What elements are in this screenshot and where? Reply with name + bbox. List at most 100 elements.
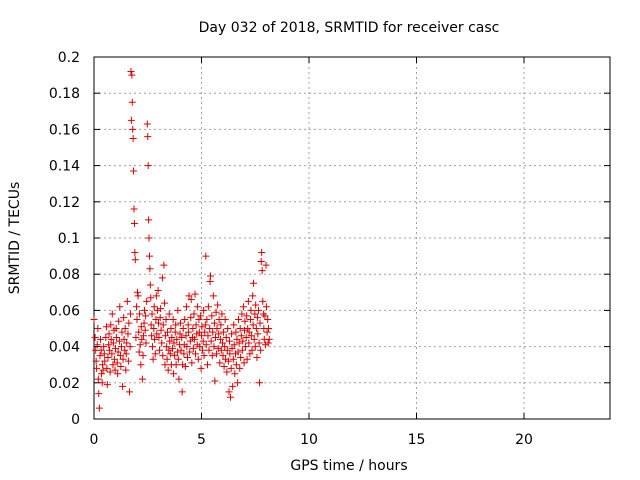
data-point (192, 321, 200, 329)
data-point (199, 337, 207, 345)
data-point (173, 348, 181, 356)
data-point (228, 344, 236, 352)
data-point (119, 382, 127, 390)
data-point (175, 375, 183, 383)
data-point (263, 328, 271, 336)
data-point (116, 352, 124, 360)
data-point (124, 357, 132, 365)
data-point (211, 377, 219, 385)
y-tick-label: 0 (71, 412, 80, 428)
data-point (206, 325, 214, 332)
data-point (257, 258, 265, 266)
data-point (236, 325, 244, 332)
data-point (109, 361, 117, 369)
data-point (211, 334, 219, 342)
data-point (96, 335, 104, 343)
data-point (217, 321, 225, 329)
data-point (153, 306, 161, 314)
data-point (215, 330, 223, 338)
data-point (147, 321, 155, 329)
data-point (134, 292, 142, 300)
data-point (103, 381, 111, 389)
y-tick-label: 0.02 (49, 376, 80, 392)
x-tick-label: 15 (408, 432, 426, 448)
data-point (122, 366, 130, 374)
data-point (136, 341, 144, 349)
data-point (120, 314, 128, 322)
data-point (128, 98, 136, 106)
data-point (236, 364, 244, 372)
data-point (178, 334, 186, 342)
data-point (204, 303, 212, 311)
data-point (220, 363, 228, 371)
data-point (120, 335, 128, 343)
data-point (168, 344, 176, 352)
data-point (209, 328, 217, 336)
data-point (184, 353, 192, 361)
data-point (265, 325, 273, 332)
data-point (216, 335, 224, 343)
data-point (136, 310, 144, 318)
data-point (162, 315, 170, 323)
data-point (176, 330, 184, 338)
data-point (118, 343, 126, 351)
data-point (202, 252, 210, 260)
data-point (251, 343, 259, 351)
chart-title: Day 032 of 2018, SRMTID for receiver cas… (199, 20, 500, 36)
data-point (261, 312, 269, 320)
data-point (184, 321, 192, 329)
x-tick-labels: 0 5 10 15 20 (90, 432, 533, 448)
data-point (259, 297, 267, 305)
data-point (239, 337, 247, 345)
data-point (149, 355, 157, 363)
data-point (155, 334, 163, 342)
data-point (191, 335, 199, 343)
data-point (249, 321, 257, 329)
data-point (118, 328, 126, 336)
data-point (232, 361, 240, 369)
data-point (172, 361, 180, 369)
data-point (155, 319, 162, 327)
data-point (143, 120, 151, 128)
data-point (163, 343, 171, 351)
data-point (94, 375, 102, 383)
data-point (204, 332, 212, 340)
data-point (224, 357, 232, 365)
data-point (259, 310, 267, 318)
data-point (186, 337, 194, 345)
data-point (185, 292, 193, 300)
data-point (156, 314, 164, 322)
data-point (248, 346, 256, 354)
data-point (247, 306, 255, 314)
data-point (130, 205, 138, 213)
data-point (138, 375, 146, 383)
data-point (223, 346, 231, 354)
data-point (199, 346, 207, 354)
data-point (250, 335, 258, 343)
y-tick-label: 0.2 (58, 50, 80, 66)
data-point (160, 261, 168, 269)
data-point (222, 334, 230, 342)
data-point (128, 71, 136, 79)
data-point (234, 315, 242, 323)
data-point (165, 346, 173, 354)
data-point (202, 341, 210, 349)
data-point (188, 359, 196, 367)
data-point (183, 343, 191, 351)
data-point (163, 355, 171, 363)
data-point (123, 339, 131, 347)
data-point (133, 315, 141, 323)
data-point (151, 335, 159, 343)
data-point (103, 364, 111, 372)
data-point (194, 355, 202, 363)
data-point (237, 353, 245, 361)
data-point (256, 379, 264, 387)
data-point (221, 315, 229, 323)
data-point (99, 366, 107, 374)
data-point (167, 325, 175, 332)
x-tick-label: 5 (197, 432, 206, 448)
y-tick-labels: 0 0.02 0.04 0.06 0.08 0.1 0.12 0.14 0.16 0.18 0.2 (49, 50, 80, 428)
data-point (179, 325, 187, 332)
data-point (165, 310, 173, 318)
data-point (123, 297, 131, 305)
